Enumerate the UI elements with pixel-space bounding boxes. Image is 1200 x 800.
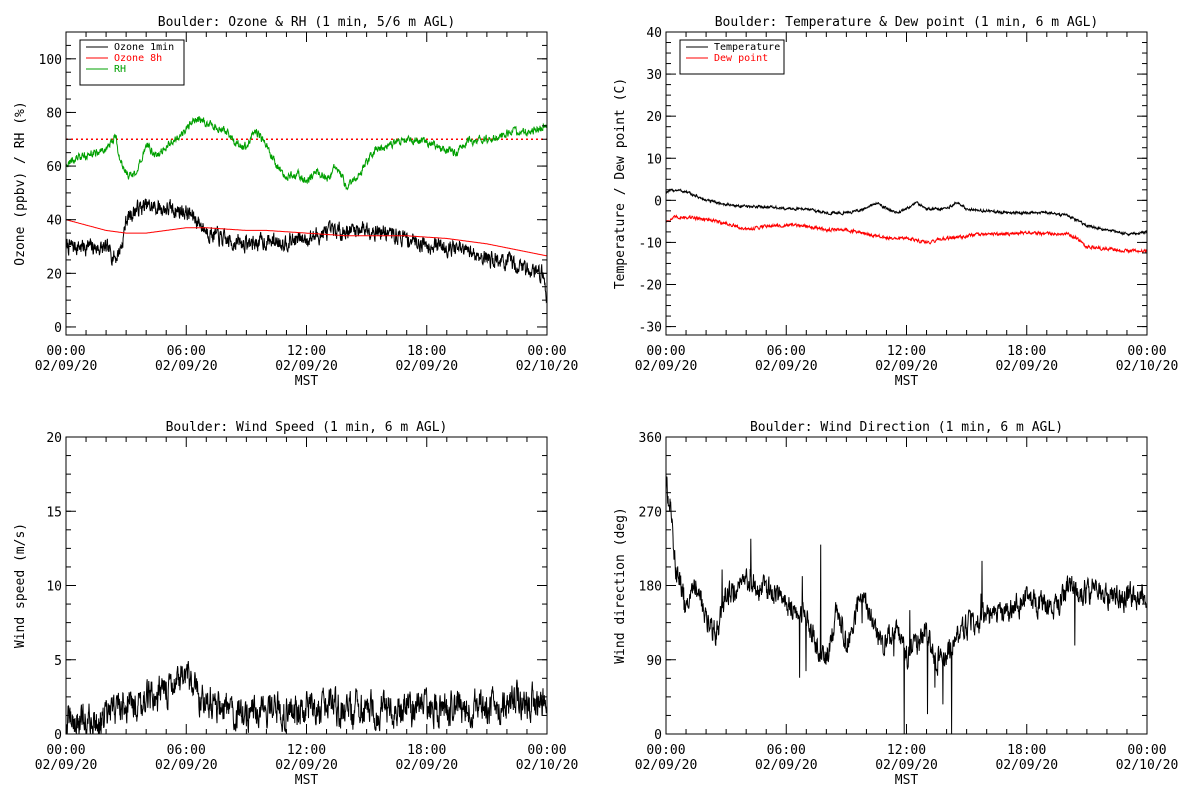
series-line-1 bbox=[65, 660, 548, 735]
series-line-2 bbox=[665, 214, 1148, 254]
x-tick-label-time: 18:00 bbox=[407, 743, 446, 758]
x-tick-label-date: 02/09/20 bbox=[155, 359, 218, 374]
x-tick-label-time: 18:00 bbox=[1007, 743, 1046, 758]
y-tick-label: 360 bbox=[639, 431, 662, 446]
legend-box bbox=[679, 39, 785, 75]
y-tick-label: -10 bbox=[639, 236, 662, 251]
chart-panel-4: Boulder: Wind Direction (1 min, 6 m AGL)… bbox=[613, 420, 1178, 788]
series-line-3 bbox=[65, 116, 548, 191]
x-tick-label-date: 02/09/20 bbox=[155, 758, 218, 773]
x-tick-label-time: 18:00 bbox=[407, 344, 446, 359]
y-tick-label: 270 bbox=[639, 505, 662, 520]
x-tick-label-time: 00:00 bbox=[46, 344, 85, 359]
chart-title: Boulder: Temperature & Dew point (1 min,… bbox=[715, 15, 1099, 30]
x-tick-label-time: 00:00 bbox=[646, 743, 685, 758]
x-tick-label-time: 00:00 bbox=[646, 344, 685, 359]
x-tick-label-time: 06:00 bbox=[767, 743, 806, 758]
y-tick-label: 40 bbox=[46, 214, 62, 229]
y-tick-label: 15 bbox=[46, 505, 62, 520]
x-tick-label-time: 18:00 bbox=[1007, 344, 1046, 359]
chart-panel-2: Boulder: Temperature & Dew point (1 min,… bbox=[613, 15, 1178, 389]
x-tick-label-time: 06:00 bbox=[167, 344, 206, 359]
x-tick-label-date: 02/09/20 bbox=[35, 758, 98, 773]
y-tick-label: 0 bbox=[654, 728, 662, 743]
x-axis-label: MST bbox=[895, 773, 919, 788]
series-line-1 bbox=[665, 188, 1148, 237]
chart-panel-1: Boulder: Ozone & RH (1 min, 5/6 m AGL)02… bbox=[13, 15, 578, 389]
x-tick-label-date: 02/09/20 bbox=[395, 758, 458, 773]
x-axis-label: MST bbox=[895, 374, 919, 389]
y-tick-label: 90 bbox=[646, 654, 662, 669]
y-tick-label: 30 bbox=[646, 68, 662, 83]
x-tick-label-date: 02/09/20 bbox=[995, 359, 1058, 374]
y-axis-label: Wind speed (m/s) bbox=[13, 523, 28, 648]
x-tick-label-date: 02/09/20 bbox=[875, 359, 938, 374]
chart-title: Boulder: Wind Speed (1 min, 6 m AGL) bbox=[166, 420, 448, 435]
y-tick-label: 0 bbox=[54, 728, 62, 743]
legend-label: Ozone 1min bbox=[114, 42, 174, 53]
x-axis-label: MST bbox=[295, 374, 319, 389]
y-tick-label: 40 bbox=[646, 26, 662, 41]
y-tick-label: 0 bbox=[654, 194, 662, 209]
series-line-2 bbox=[65, 219, 548, 257]
x-tick-label-time: 12:00 bbox=[887, 743, 926, 758]
x-tick-label-date: 02/09/20 bbox=[995, 758, 1058, 773]
x-tick-label-date: 02/09/20 bbox=[35, 359, 98, 374]
y-axis-label: Temperature / Dew point (C) bbox=[613, 78, 628, 289]
x-tick-label-time: 12:00 bbox=[887, 344, 926, 359]
y-tick-label: -20 bbox=[639, 279, 662, 294]
x-tick-label-date: 02/09/20 bbox=[875, 758, 938, 773]
series-line-1 bbox=[665, 476, 1148, 735]
x-tick-label-time: 00:00 bbox=[1127, 743, 1166, 758]
y-tick-label: 20 bbox=[646, 110, 662, 125]
x-tick-label-date: 02/10/20 bbox=[516, 359, 579, 374]
x-axis-label: MST bbox=[295, 773, 319, 788]
x-tick-label-date: 02/10/20 bbox=[516, 758, 579, 773]
legend-label: Ozone 8h bbox=[114, 53, 162, 64]
x-tick-label-date: 02/09/20 bbox=[635, 359, 698, 374]
chart-title: Boulder: Ozone & RH (1 min, 5/6 m AGL) bbox=[158, 15, 455, 30]
y-tick-label: 80 bbox=[46, 106, 62, 121]
y-axis-label: Wind direction (deg) bbox=[613, 507, 628, 664]
x-tick-label-time: 00:00 bbox=[527, 743, 566, 758]
x-tick-label-time: 06:00 bbox=[767, 344, 806, 359]
x-tick-label-time: 12:00 bbox=[287, 743, 326, 758]
x-tick-label-date: 02/10/20 bbox=[1116, 359, 1179, 374]
x-tick-label-time: 12:00 bbox=[287, 344, 326, 359]
y-tick-label: 0 bbox=[54, 321, 62, 336]
x-tick-label-time: 06:00 bbox=[167, 743, 206, 758]
y-tick-label: -30 bbox=[639, 321, 662, 336]
x-tick-label-time: 00:00 bbox=[46, 743, 85, 758]
y-tick-label: 20 bbox=[46, 431, 62, 446]
legend-label: Temperature bbox=[714, 42, 780, 53]
y-tick-label: 100 bbox=[39, 53, 62, 68]
y-tick-label: 10 bbox=[46, 580, 62, 595]
y-axis-label: Ozone (ppbv) / RH (%) bbox=[13, 101, 28, 265]
y-tick-label: 10 bbox=[646, 152, 662, 167]
x-tick-label-date: 02/09/20 bbox=[275, 758, 338, 773]
y-tick-label: 5 bbox=[54, 654, 62, 669]
x-tick-label-date: 02/10/20 bbox=[1116, 758, 1179, 773]
x-tick-label-time: 00:00 bbox=[527, 344, 566, 359]
x-tick-label-date: 02/09/20 bbox=[755, 359, 818, 374]
legend-label: RH bbox=[114, 64, 126, 75]
y-tick-label: 20 bbox=[46, 267, 62, 282]
chart-panel-3: Boulder: Wind Speed (1 min, 6 m AGL) 0 5 10… bbox=[13, 420, 578, 788]
x-tick-label-date: 02/09/20 bbox=[635, 758, 698, 773]
legend-label: Dew point bbox=[714, 53, 768, 64]
y-tick-label: 180 bbox=[639, 580, 662, 595]
y-tick-label: 60 bbox=[46, 160, 62, 175]
x-tick-label-date: 02/09/20 bbox=[275, 359, 338, 374]
x-tick-label-time: 00:00 bbox=[1127, 344, 1166, 359]
x-tick-label-date: 02/09/20 bbox=[395, 359, 458, 374]
chart-title: Boulder: Wind Direction (1 min, 6 m AGL) bbox=[750, 420, 1063, 435]
x-tick-label-date: 02/09/20 bbox=[755, 758, 818, 773]
series-line-1 bbox=[65, 198, 548, 304]
